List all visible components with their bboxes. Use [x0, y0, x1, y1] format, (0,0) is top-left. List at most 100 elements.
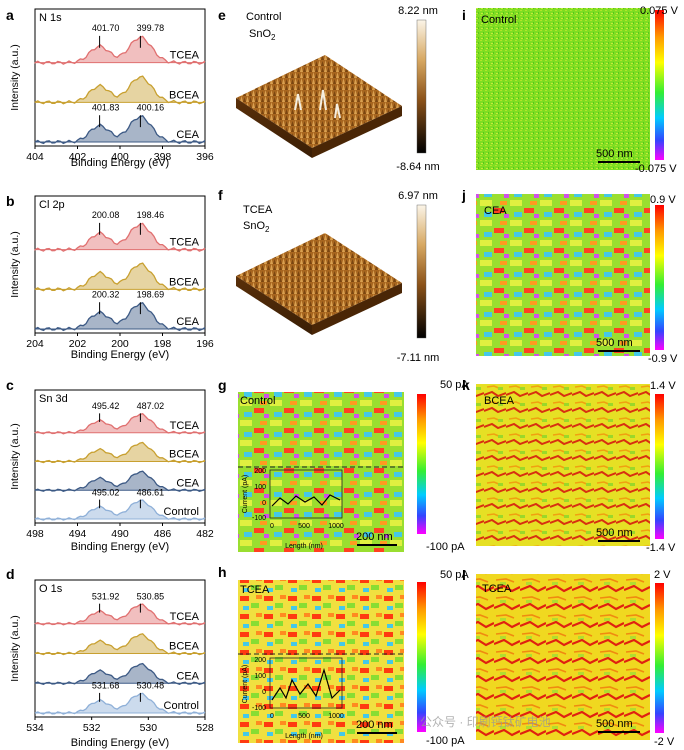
potential-min-k: -1.4 V — [646, 542, 676, 554]
xps-series-label: CEA — [176, 477, 199, 489]
potential-min-l: -2 V — [654, 736, 675, 748]
xps-peak-label: 487.02 — [137, 401, 165, 411]
inset-xtick: 500 — [298, 523, 310, 530]
inset-frame-g — [269, 469, 343, 519]
xps-peak-label: 200.32 — [92, 289, 120, 299]
xps-series-fill — [35, 413, 205, 434]
inset-ytick: 0 — [262, 500, 266, 507]
xps-tick-label: 490 — [111, 528, 129, 540]
potential-min-j: -0.9 V — [648, 353, 678, 365]
xps-frame-a — [34, 8, 206, 147]
current-map-g — [238, 392, 404, 552]
xps-series-label: Control — [164, 506, 199, 518]
xps-series-fill — [35, 223, 205, 252]
xps-ylabel-c: Intensity (a.u.) — [9, 423, 21, 490]
inset-trace-g — [271, 494, 341, 507]
xps-peak-label: 495.02 — [92, 487, 120, 497]
xps-peak-label: 400.16 — [137, 102, 165, 112]
xps-series-label: TCEA — [170, 237, 200, 249]
xps-series-fill — [35, 633, 205, 655]
xps-peak-label: 531.68 — [92, 681, 120, 691]
xps-peak-label: 401.83 — [92, 102, 120, 112]
xps-series-fill — [35, 500, 205, 520]
xps-series-label: BCEA — [169, 276, 200, 288]
afm-surface-e — [236, 55, 402, 148]
xps-element-a: N 1s — [39, 12, 62, 24]
potential-max-k: 1.4 V — [650, 380, 676, 392]
afm-panel-f: f TCEA SnO2 6.97 nm -7.11 nm — [218, 187, 439, 364]
afm-max-f: 6.97 nm — [398, 190, 438, 202]
inset-ylabel: Current (pA) — [242, 475, 249, 514]
xps-frame-b — [34, 195, 206, 334]
xps-series-label: CEA — [176, 129, 199, 141]
afm-subtitle-f: SnO2 — [243, 220, 270, 234]
xps-peak-label: 495.42 — [92, 401, 120, 411]
panel-letter-c: c — [6, 377, 14, 393]
panel-letter-a: a — [6, 7, 14, 23]
xps-series-label: BCEA — [169, 641, 200, 653]
inset-xlabel: Length (nm) — [285, 543, 323, 550]
xps-series-label: CEA — [176, 316, 199, 328]
potential-max-i: 0.075 V — [640, 5, 679, 17]
potential-map-k — [476, 384, 650, 546]
inset-ytick: 100 — [254, 484, 266, 491]
current-colorbar-h — [417, 582, 426, 732]
xps-series-fill — [35, 76, 205, 104]
potential-colorbar-l — [655, 583, 664, 733]
xps-series-label: BCEA — [169, 89, 200, 101]
xps-peak-label: 486.61 — [137, 487, 165, 497]
afm-peaks-e — [294, 89, 341, 119]
afm-min-f: -7.11 nm — [397, 352, 440, 364]
panel-letter-h: h — [218, 564, 227, 580]
inset-xtick: 0 — [270, 713, 274, 720]
scalebar-label-k: 500 nm — [596, 527, 633, 539]
panel-letter-j: j — [461, 187, 466, 203]
xps-series-fill — [35, 36, 205, 65]
xps-tick-label: 494 — [69, 528, 87, 540]
xps-tick-label: 482 — [196, 528, 214, 540]
inset-trace-h — [271, 667, 341, 701]
afm-subtitle-e: SnO2 — [249, 28, 276, 42]
current-min-h: -100 pA — [426, 735, 465, 747]
panel-letter-i: i — [462, 7, 466, 23]
xps-tick-label: 486 — [154, 528, 172, 540]
xps-tick-label: 530 — [140, 722, 158, 734]
potential-label-l: TCEA — [482, 583, 512, 595]
xps-ylabel-b: Intensity (a.u.) — [9, 231, 21, 298]
current-max-h: 50 pA — [440, 569, 469, 581]
potential-panel-l: l TCEA 500 nm 2 V -2 V — [462, 567, 675, 748]
afm-title-e: Control — [246, 11, 281, 23]
xps-tick-label: 202 — [69, 338, 87, 350]
afm-surface-f — [236, 233, 402, 325]
xps-series-label: Control — [164, 700, 199, 712]
xps-tick-label: 200 — [111, 338, 129, 350]
scalebar-label-j: 500 nm — [596, 337, 633, 349]
xps-tick-label: 204 — [26, 338, 44, 350]
inset-ylabel: Current (pA) — [242, 665, 249, 704]
xps-series-label: TCEA — [170, 50, 200, 62]
xps-series-fill — [35, 604, 205, 625]
xps-panel-c: c Sn 3d 498 494 490 486 482 Binding Energy (eV)… — [6, 377, 214, 553]
xps-element-d: O 1s — [39, 583, 63, 595]
xps-tick-label: 400 — [111, 151, 129, 163]
afm-title-f: TCEA — [243, 204, 273, 216]
current-panel-g: g Control 200 100 0 -100 0 500 1000 Leng… — [218, 377, 469, 553]
xps-peak-label: 198.69 — [137, 289, 165, 299]
xps-peak-label: 531.92 — [92, 591, 120, 601]
inset-ytick: -100 — [252, 705, 266, 712]
xps-tick-label: 528 — [196, 722, 214, 734]
xps-xlabel-a: Binding Energy (eV) — [71, 157, 169, 169]
xps-series-fill — [35, 693, 205, 715]
afm-max-e: 8.22 nm — [398, 5, 438, 17]
inset-xtick: 500 — [298, 713, 310, 720]
xps-tick-label: 498 — [26, 528, 44, 540]
xps-tick-label: 398 — [154, 151, 172, 163]
xps-element-c: Sn 3d — [39, 393, 68, 405]
xps-series-label: BCEA — [169, 449, 200, 461]
inset-frame-h — [269, 657, 343, 709]
panel-letter-f: f — [218, 187, 223, 203]
inset-ytick: -100 — [252, 515, 266, 522]
xps-panel-d: d O 1s 534 532 530 528 Binding Energy (eV) Inte… — [6, 566, 214, 749]
xps-series-fill — [35, 442, 205, 463]
xps-column: a N 1s 404 402 400 398 396 Binding Energy (eV) I… — [6, 7, 214, 749]
